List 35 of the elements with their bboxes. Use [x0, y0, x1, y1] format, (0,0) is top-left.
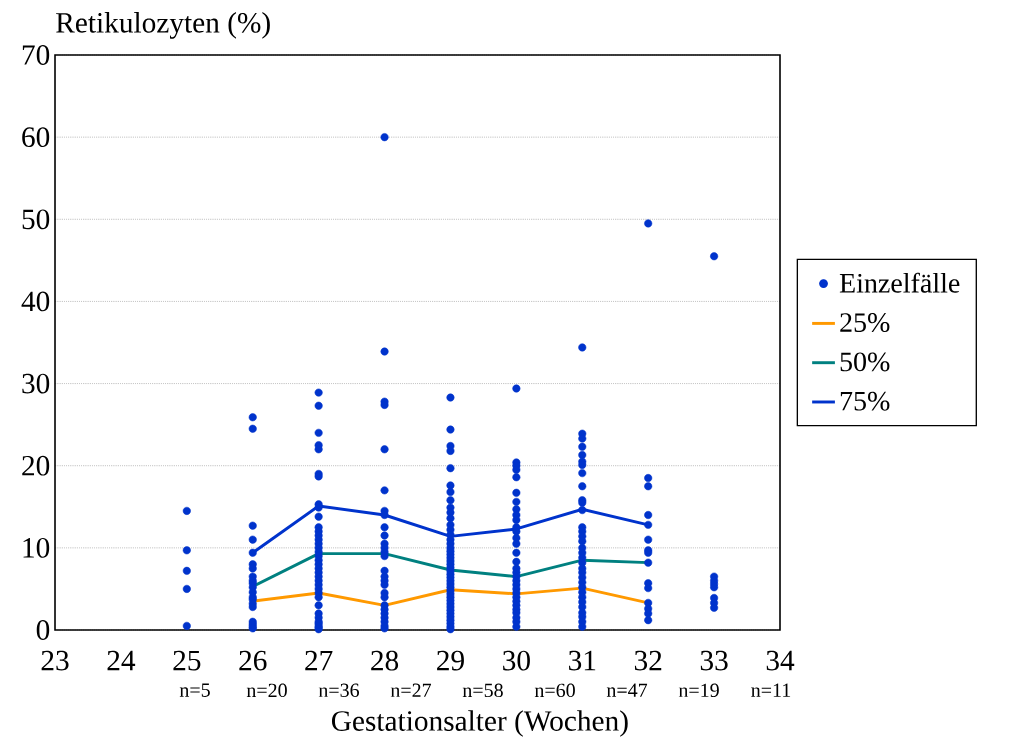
legend-label: 25%: [840, 313, 890, 333]
y-tick-label: 40: [21, 291, 50, 312]
y-tick-label: 60: [22, 127, 50, 148]
text: n=60: [534, 683, 575, 698]
text: n=27: [390, 683, 432, 697]
text: n=58: [462, 683, 503, 698]
legend-label: 50%: [840, 352, 890, 372]
x-tick-label: 28: [371, 650, 399, 671]
x-tick-label: 30: [503, 650, 530, 671]
x-tick-label: 24: [107, 650, 136, 671]
x-tick-label: 29: [437, 650, 464, 671]
x-tick-label: 33: [700, 650, 728, 671]
text: n=47: [606, 683, 648, 697]
x-tick-label: 32: [634, 650, 662, 671]
text: n=36: [318, 683, 360, 698]
y-axis-title: Retikulozyten (%): [56, 12, 270, 39]
x-tick-label: 31: [569, 650, 596, 671]
x-tick-label: 23: [41, 650, 69, 671]
x-tick-label: 25: [173, 650, 201, 671]
x-tick-label: 27: [305, 650, 333, 671]
text: n=5: [179, 683, 210, 697]
x-tick-label: 34: [766, 650, 795, 671]
x-axis-title: Gestationsalter (Wochen): [331, 710, 628, 737]
text: n=19: [678, 683, 719, 698]
y-tick-label: 10: [23, 537, 50, 558]
y-tick-label: 70: [22, 45, 50, 65]
text: n=11: [751, 683, 791, 697]
y-tick-label: 0: [36, 620, 50, 640]
y-tick-label: 50: [22, 209, 50, 230]
x-tick-label: 26: [239, 650, 267, 671]
y-tick-label: 30: [22, 373, 50, 394]
legend-label: 75%: [840, 391, 890, 411]
text: n=20: [246, 683, 287, 698]
y-tick-label: 20: [22, 455, 50, 476]
legend-label: Einzelfälle: [839, 272, 960, 293]
